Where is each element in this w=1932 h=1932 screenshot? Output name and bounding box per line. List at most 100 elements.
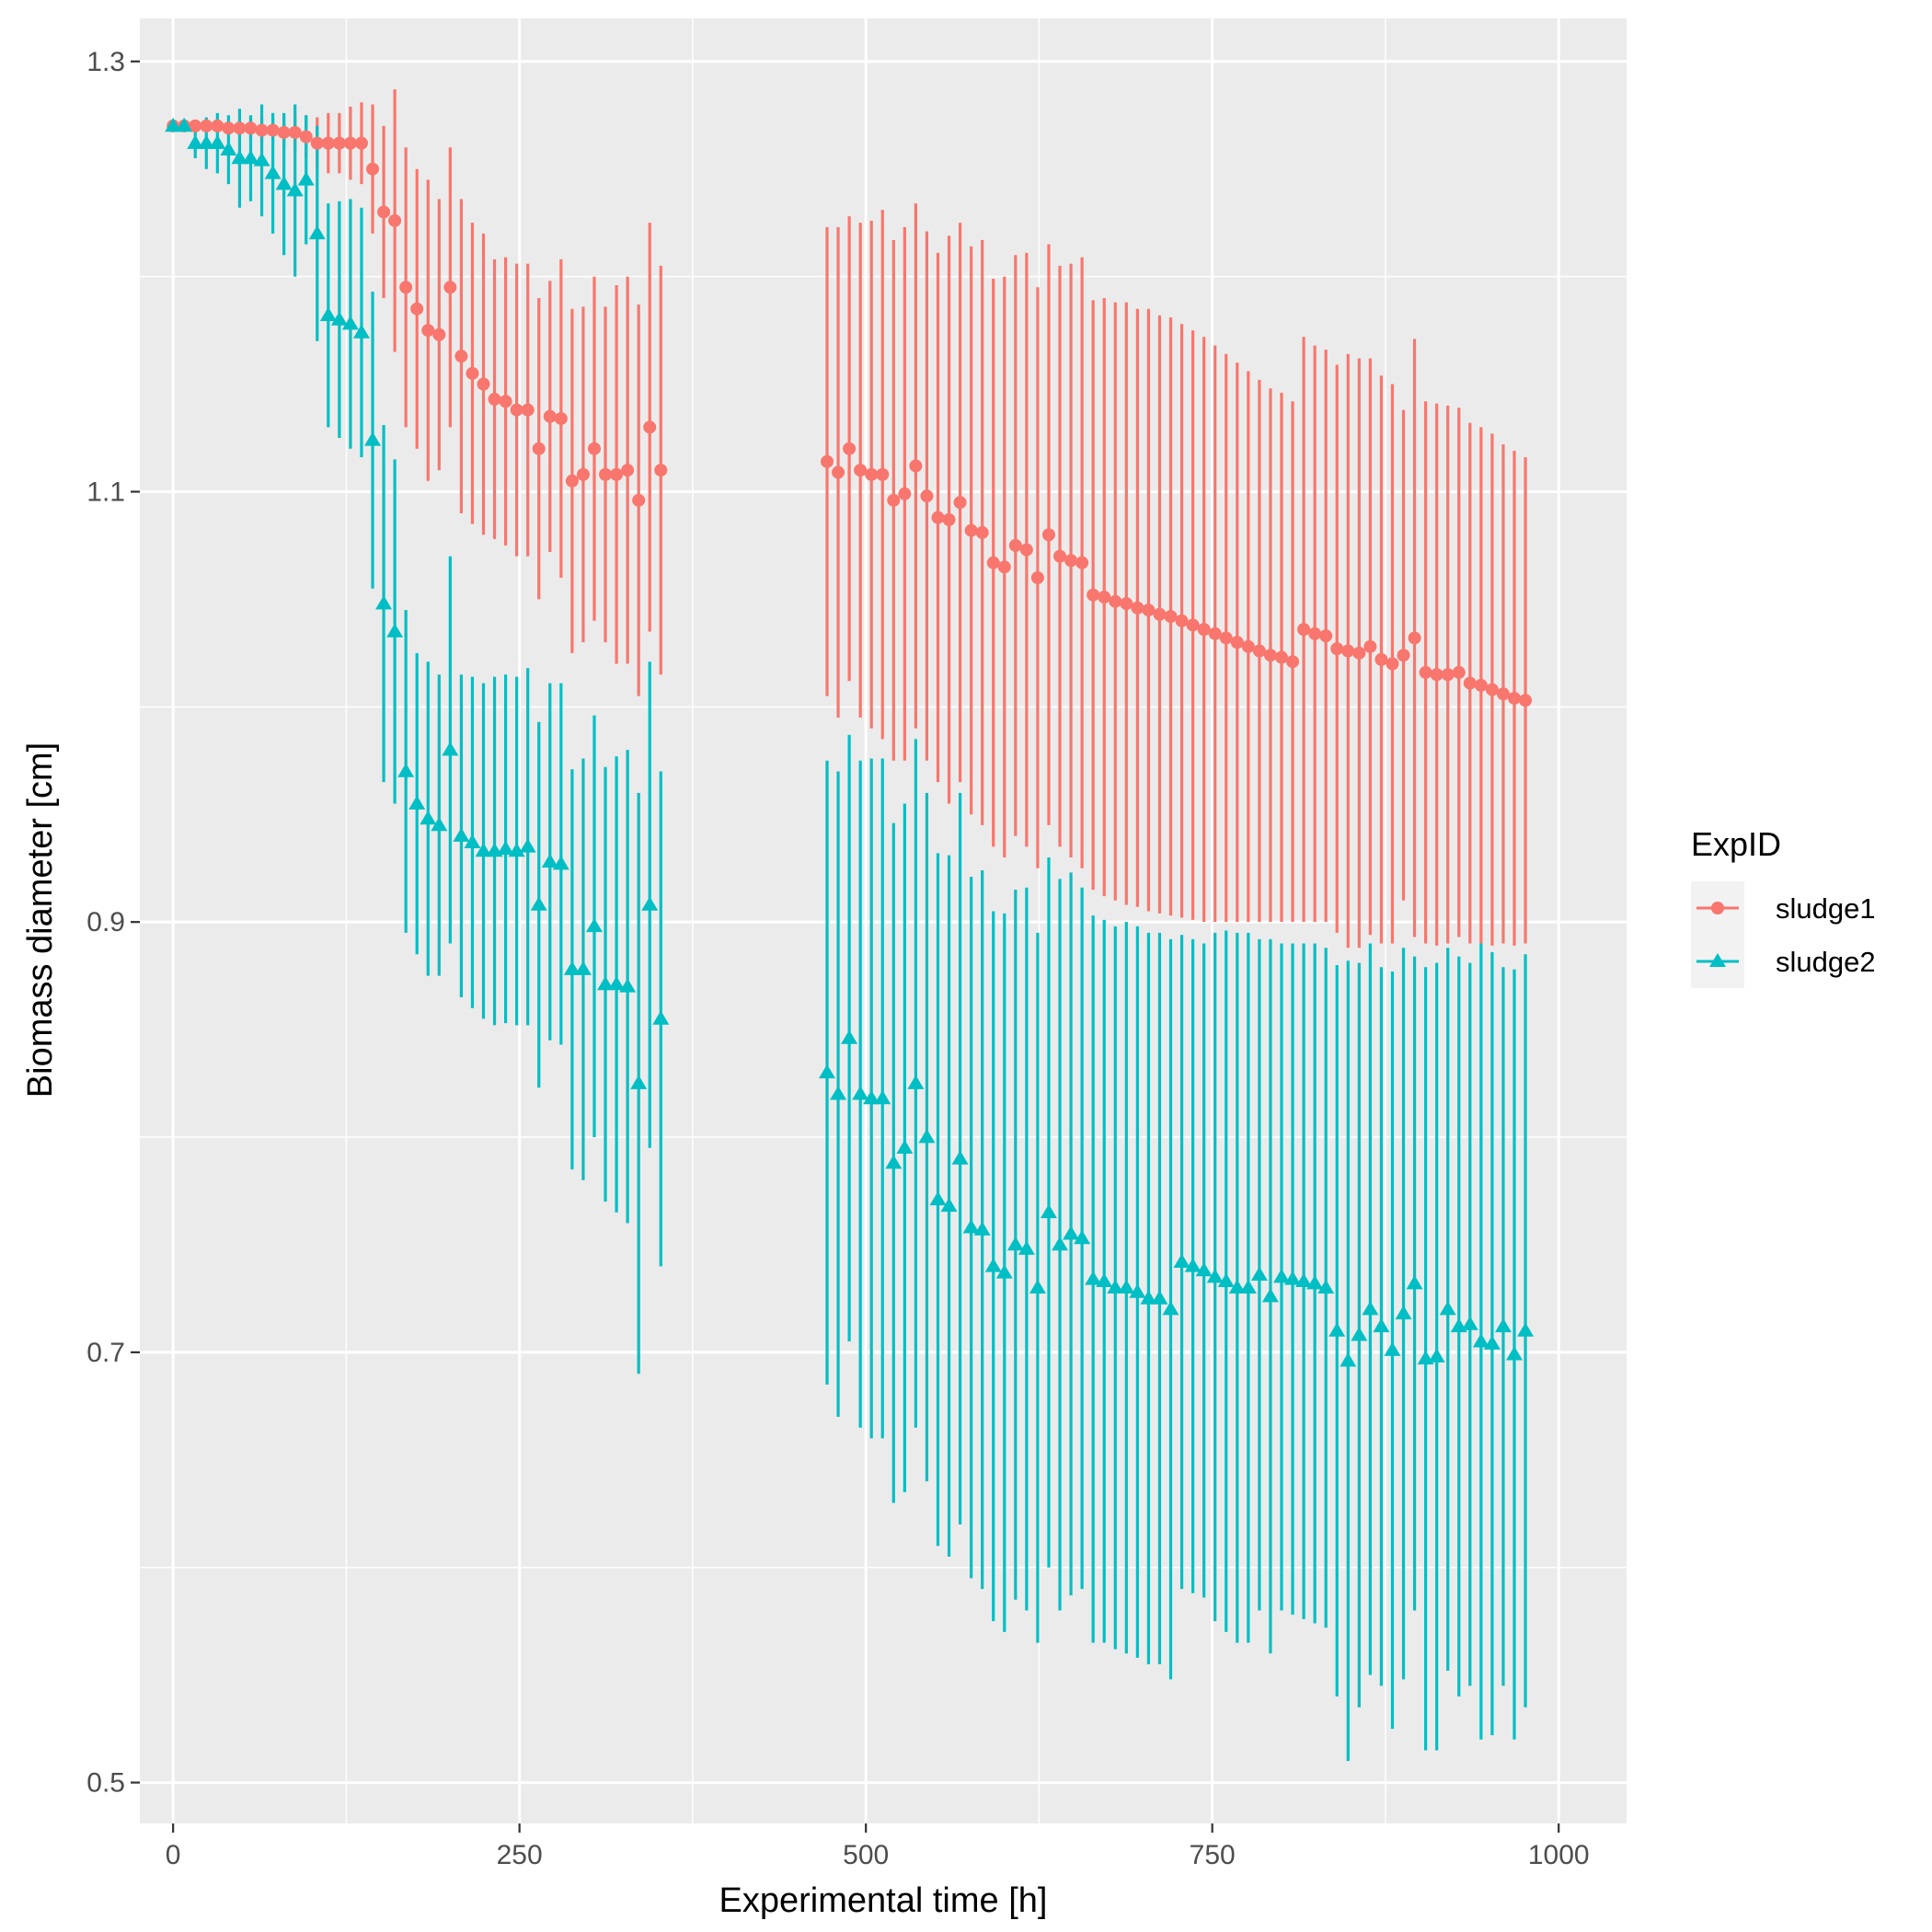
sludge2-point: [1173, 1253, 1190, 1268]
sludge1-point: [1175, 614, 1189, 627]
sludge1-point: [499, 395, 512, 408]
sludge2-point: [1351, 1327, 1368, 1341]
sludge1-point: [399, 281, 413, 294]
sludge2-point: [1483, 1335, 1501, 1350]
sludge2-point: [1085, 1271, 1102, 1285]
sludge1-point: [1087, 588, 1100, 602]
legend-label-sludge1: sludge1: [1776, 892, 1876, 925]
sludge2-point: [841, 1029, 858, 1044]
sludge2-point: [1406, 1275, 1423, 1290]
sludge2-point: [1184, 1258, 1202, 1272]
sludge2-point: [1428, 1348, 1445, 1363]
sludge1-point: [1485, 683, 1499, 696]
sludge2-point: [253, 152, 270, 167]
sludge1-point: [1041, 528, 1055, 542]
sludge2-point: [319, 306, 337, 322]
sludge1-point: [354, 136, 368, 150]
sludge2-point: [231, 150, 248, 165]
sludge2-point: [453, 827, 470, 842]
sludge1-point: [477, 377, 490, 391]
sludge2-point: [1162, 1301, 1179, 1316]
sludge1-point: [277, 125, 291, 139]
sludge2-point: [929, 1190, 947, 1206]
legend-key-marker-sludge2: [1709, 953, 1726, 967]
sludge1-point: [255, 123, 269, 137]
sludge1-point: [1430, 668, 1443, 682]
sludge2-point: [918, 1129, 936, 1144]
sludge1-point: [599, 467, 613, 481]
sludge1-point: [510, 403, 523, 417]
sludge1-point: [1230, 636, 1244, 650]
sludge1-point: [1474, 678, 1488, 692]
sludge1-point: [521, 403, 535, 417]
sludge1-point: [266, 123, 280, 137]
sludge2-point: [1063, 1225, 1080, 1240]
sludge2-point: [852, 1086, 869, 1100]
sludge1-point: [1120, 597, 1133, 611]
sludge2-point: [819, 1064, 836, 1079]
sludge1-point: [1098, 591, 1111, 604]
sludge1-point: [432, 328, 446, 341]
sludge1-point: [1452, 665, 1466, 679]
x-tick-label: 500: [843, 1840, 889, 1870]
sludge2-point: [176, 117, 193, 132]
sludge1-point: [1397, 649, 1410, 662]
sludge2-point: [198, 134, 215, 149]
sludge2-point: [1074, 1229, 1091, 1245]
x-axis: 0 250 500 750 1000: [166, 1823, 1590, 1870]
sludge2-point: [1384, 1341, 1401, 1356]
sludge2-point: [220, 141, 237, 155]
sludge2-point: [1295, 1272, 1313, 1287]
sludge2-point: [1140, 1290, 1157, 1305]
sludge2-point: [1461, 1316, 1478, 1330]
sludge1-point: [920, 489, 934, 503]
sludge1-point: [454, 350, 468, 363]
y-axis-title: Biomass diameter [cm]: [21, 742, 60, 1098]
sludge2-point: [1517, 1322, 1535, 1337]
sludge2-point: [984, 1258, 1002, 1272]
sludge2-point: [1439, 1301, 1456, 1316]
sludge2-point: [275, 176, 293, 190]
sludge1-point: [1263, 649, 1277, 662]
sludge2-point: [1018, 1240, 1035, 1255]
sludge1-point: [576, 467, 590, 481]
sludge1-point: [1363, 639, 1377, 653]
sludge1-point: [964, 523, 978, 537]
sludge1-point: [1274, 650, 1288, 664]
sludge2-point: [1506, 1346, 1524, 1361]
sludge2-point: [397, 763, 415, 777]
sludge1-point: [343, 136, 357, 150]
sludge1-point: [865, 467, 879, 481]
sludge1-point: [488, 392, 501, 406]
sludge2-point: [264, 165, 282, 179]
sludge1-point: [443, 281, 457, 294]
sludge1-point: [321, 136, 335, 150]
sludge2-point: [951, 1150, 969, 1165]
sludge2-point: [1395, 1305, 1412, 1320]
sludge1-point: [1164, 610, 1178, 624]
sludge2-point: [1029, 1279, 1046, 1294]
sludge2-point: [475, 842, 492, 857]
sludge2-point: [541, 853, 558, 868]
y-tick-label: 1.1: [86, 477, 125, 507]
sludge2-point: [652, 1010, 670, 1025]
sludge1-point: [200, 119, 213, 132]
sludge2-point: [187, 134, 204, 149]
sludge1-point: [565, 474, 579, 488]
sludge1-point: [1109, 594, 1122, 608]
sludge2-point: [597, 975, 615, 991]
sludge2-point: [1317, 1279, 1335, 1294]
sludge1-point: [222, 121, 236, 135]
sludge1-point: [1241, 639, 1255, 653]
sludge2-point: [286, 182, 304, 197]
sludge1-point: [986, 556, 1000, 569]
sludge1-point: [211, 119, 224, 132]
sludge2-point: [962, 1219, 980, 1234]
sludge1-point: [1030, 571, 1044, 585]
sludge1-point: [189, 119, 202, 132]
sludge1-point: [1386, 657, 1399, 671]
sludge1-point: [821, 454, 834, 468]
y-tick-label: 0.9: [86, 907, 125, 937]
sludge2-point: [1006, 1236, 1024, 1251]
sludge1-point: [654, 464, 668, 477]
